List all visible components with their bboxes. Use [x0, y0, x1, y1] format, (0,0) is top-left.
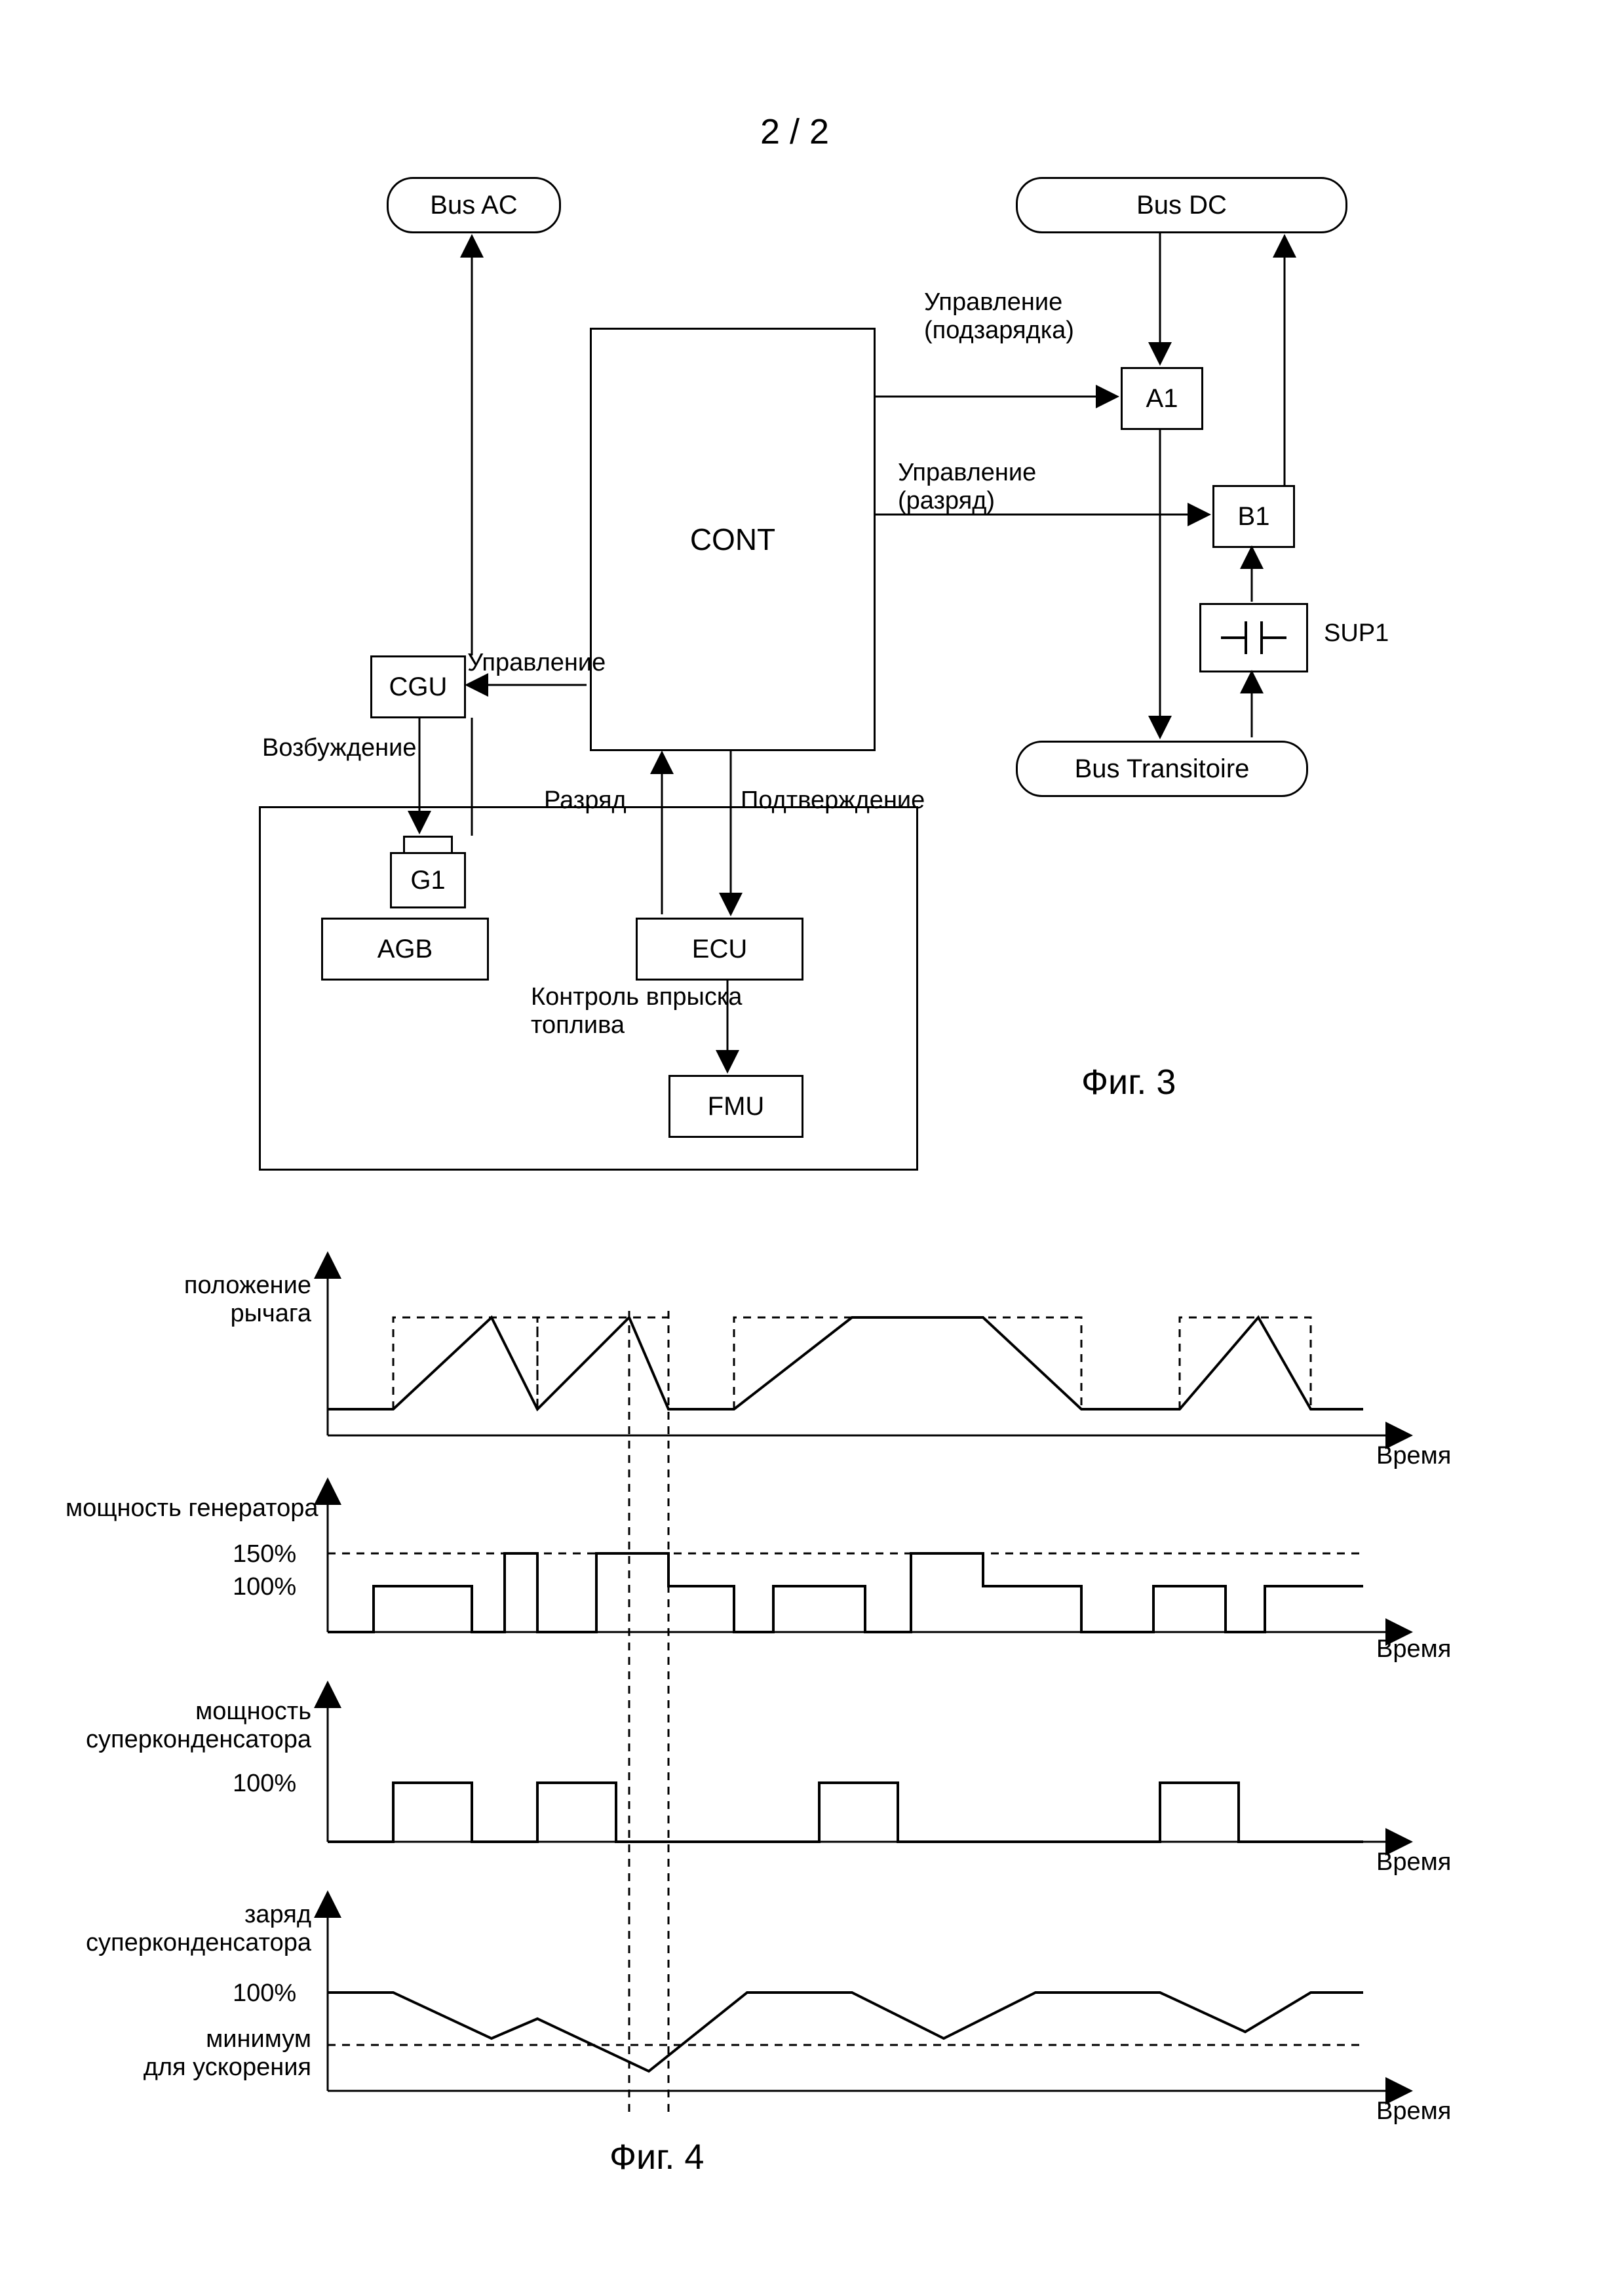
fig4-charts [0, 0, 1624, 2296]
